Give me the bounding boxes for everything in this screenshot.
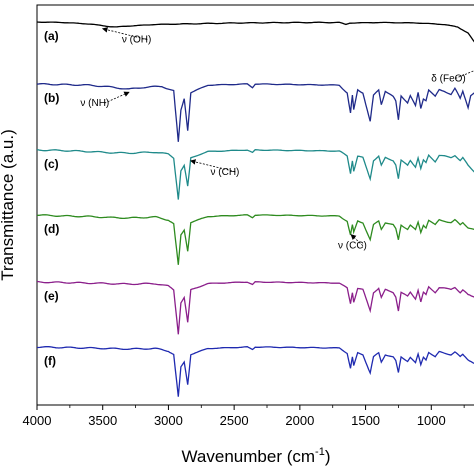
annotation-arrow-5 [350, 234, 364, 246]
annotation-label-3: ν (NH) [80, 98, 109, 109]
series-line-2 [36, 82, 474, 142]
panel-label-6: (f) [44, 354, 56, 368]
x-tick-label-3000: 3000 [154, 413, 183, 428]
series-line-5 [36, 280, 474, 335]
panel-label-3: (c) [44, 157, 59, 171]
annotation-arrow-2 [455, 70, 474, 79]
x-tick-label-1000: 1000 [417, 413, 446, 428]
annotation-label-2: δ (FeO) [431, 74, 465, 85]
x-tick-label-1500: 1500 [351, 413, 380, 428]
panel-label-1: (a) [44, 29, 59, 43]
panel-label-layer: (a) (b) (c) (d) (e) (f) [44, 29, 59, 368]
series-line-1 [36, 21, 474, 43]
annotation-label-4: ν (CH) [211, 167, 240, 178]
series-layer [36, 21, 474, 397]
series-line-3 [36, 149, 474, 200]
series-line-4 [36, 214, 474, 265]
plot-area: ν (OH) δ (FeO) ν (NH) ν (CH) ν (CC) (a) (b) (c… [36, 4, 474, 406]
annotation-arrow-4 [189, 159, 236, 173]
panel-label-4: (d) [44, 222, 59, 236]
panel-label-2: (b) [44, 91, 59, 105]
x-axis-title: Wavenumber (cm-1) [182, 446, 331, 466]
x-tick-label-2500: 2500 [220, 413, 249, 428]
annotation-layer: ν (OH) δ (FeO) ν (NH) ν (CH) ν (CC) [80, 27, 474, 252]
x-axis-title-superscript: -1 [315, 446, 325, 458]
plot-frame [36, 4, 474, 406]
x-tick-label-4000: 4000 [23, 413, 52, 428]
x-axis-title-close: ) [325, 447, 331, 466]
annotation-arrow-1 [101, 27, 148, 41]
x-axis-title-main: Wavenumber (cm [182, 447, 316, 466]
annotation-arrow-3 [104, 91, 130, 104]
x-tick-label-3500: 3500 [88, 413, 117, 428]
panel-label-5: (e) [44, 289, 59, 303]
x-axis: 4000350030002500200015001000500 [23, 405, 465, 428]
annotation-label-5: ν (CC) [338, 241, 367, 252]
annotation-label-1: ν (OH) [122, 35, 151, 46]
series-line-6 [37, 346, 474, 397]
y-axis-title: Transmittance (a.u.) [0, 129, 17, 280]
x-tick-label-2000: 2000 [285, 413, 314, 428]
